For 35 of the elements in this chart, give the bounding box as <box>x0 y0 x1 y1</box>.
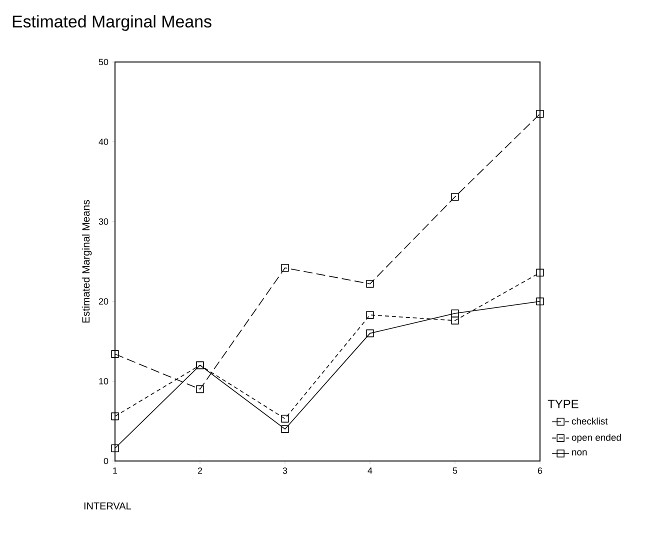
x-tick-label: 2 <box>198 468 202 474</box>
legend-label: open ended <box>572 434 621 443</box>
y-tick-label: 20 <box>98 298 108 305</box>
x-axis-title: INTERVAL <box>84 502 131 510</box>
point <box>366 280 374 288</box>
x-tick-label: 4 <box>368 468 372 474</box>
point <box>111 444 119 452</box>
point <box>451 192 459 201</box>
legend-label: non <box>572 450 587 456</box>
x-tick-label: 5 <box>452 468 458 474</box>
point <box>451 316 459 324</box>
point <box>536 268 544 277</box>
chart-title: Estimated Marginal Means <box>12 15 212 31</box>
legend-title: TYPE <box>548 400 578 408</box>
point <box>536 298 544 306</box>
x-tick-label: 3 <box>282 468 288 474</box>
y-tick-label: 50 <box>98 58 108 66</box>
point <box>111 350 119 358</box>
point <box>451 309 459 318</box>
point <box>196 385 204 394</box>
y-tick-label: 0 <box>104 458 108 464</box>
point <box>536 110 544 118</box>
point <box>366 329 374 338</box>
y-tick-label: 40 <box>98 138 108 145</box>
y-tick-label: 10 <box>99 378 108 384</box>
point <box>281 264 289 272</box>
point <box>366 311 374 319</box>
point <box>111 412 119 420</box>
point <box>281 414 289 423</box>
y-tick-label: 30 <box>98 218 108 225</box>
legend-label: checklist <box>572 418 608 425</box>
x-tick-label: 1 <box>113 468 118 474</box>
y-axis-title: Estimated Marginal Means <box>82 200 92 323</box>
x-tick-label: 6 <box>538 468 542 474</box>
point <box>281 425 289 433</box>
